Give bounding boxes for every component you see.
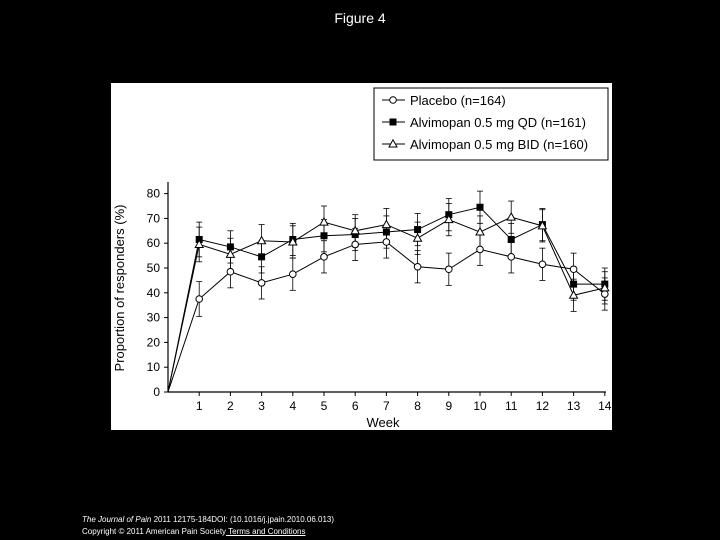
y-tick-label: 0 [153,385,160,399]
data-point [475,226,485,236]
x-tick-label: 3 [258,399,265,413]
data-point [570,280,578,288]
y-tick-label: 60 [147,236,161,250]
data-point [351,240,359,249]
data-point [382,238,391,246]
data-point [289,270,297,278]
legend-label: Alvimopan 0.5 mg BID (n=160) [410,137,588,152]
y-tick-label: 70 [147,211,161,225]
x-tick-label: 8 [414,399,421,413]
data-point [476,245,484,254]
data-point [445,265,453,274]
x-axis-label: Week [367,415,400,430]
data-point [258,253,266,261]
journal-name: The Journal of Pain [82,515,152,524]
data-point [506,211,517,221]
data-point [194,239,205,248]
x-tick-label: 4 [289,399,296,413]
legend-label: Alvimopan 0.5 mg QD (n=161) [410,115,586,130]
y-tick-label: 30 [147,311,161,325]
data-point [256,235,267,245]
x-tick-label: 13 [567,399,581,413]
data-point [225,249,236,258]
data-point [350,225,361,235]
data-point [569,265,578,274]
data-point [382,228,390,236]
x-tick-label: 10 [473,399,487,413]
y-tick-label: 40 [147,286,161,300]
data-point [351,231,359,239]
x-tick-label: 2 [227,399,234,413]
axes-layer [167,182,606,393]
data-point [443,214,454,224]
data-point [412,233,423,242]
legend-marker [389,96,397,104]
data-point [568,290,579,299]
data-point [381,219,392,229]
citation-footer: The Journal of Pain 2011 12175-184DOI: (… [82,514,334,538]
data-point [320,253,328,261]
data-point [599,282,610,292]
data-point [476,203,484,211]
x-tick-label: 9 [445,399,452,413]
legend-label: Placebo (n=164) [410,93,506,108]
markers-layer [194,203,610,303]
data-point [226,243,234,251]
y-tick-label: 50 [147,261,161,275]
y-tick-label: 10 [147,360,161,374]
terms-link[interactable]: Terms and Conditions [226,527,306,536]
citation-line: The Journal of Pain 2011 12175-184DOI: (… [82,514,334,526]
data-point [287,236,298,246]
legend-marker [389,118,397,126]
x-tick-label: 12 [536,399,550,413]
x-tick-label: 7 [383,399,390,413]
y-axis-label: Proportion of responders (%) [112,205,127,372]
y-tick-label: 80 [147,187,161,201]
data-point [413,262,422,271]
data-point [538,260,547,269]
data-point [257,279,266,287]
citation-text: 2011 12175-184DOI: (10.1016/j.jpain.2010… [151,515,335,524]
data-point [414,226,422,234]
data-point [601,290,609,298]
data-point [320,232,328,240]
x-tick-label: 1 [196,399,203,413]
figure-title: Figure 4 [334,10,386,26]
data-point [195,295,203,303]
copyright-line: Copyright © 2011 American Pain Society T… [82,526,334,538]
x-tick-label: 11 [505,399,518,413]
data-point [537,220,548,230]
data-point [226,267,235,276]
data-point [507,235,515,243]
copyright-text: Copyright © 2011 American Pain Society [82,527,227,536]
legend-marker [388,138,398,148]
data-point [507,253,516,261]
data-point [319,216,329,226]
x-tick-label: 14 [598,399,612,413]
x-tick-label: 6 [352,399,359,413]
chart-legend: Placebo (n=164) Alvimopan 0.5 mg QD (n=16… [373,87,609,161]
chart-panel: 0 10 20 30 40 50 60 70 80 1 2 3 4 5 6 7 8 9 10 11 12 13 14 Pro… [111,83,612,430]
y-tick-label: 20 [147,335,161,349]
legend-box [373,87,609,161]
x-tick-label: 5 [321,399,328,413]
